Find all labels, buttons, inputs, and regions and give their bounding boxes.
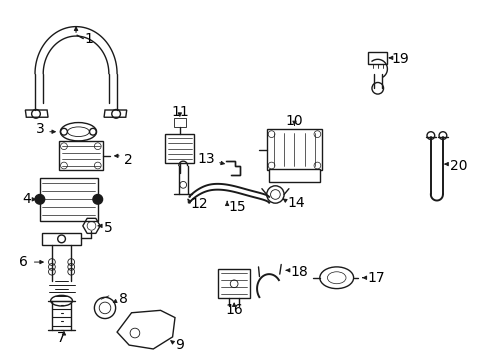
Text: 14: 14 [288, 196, 305, 210]
Ellipse shape [50, 295, 73, 306]
Text: 6: 6 [19, 255, 28, 269]
Bar [174, 118, 186, 127]
Circle shape [93, 194, 102, 204]
Polygon shape [42, 233, 81, 245]
Text: 12: 12 [191, 197, 209, 211]
Text: 10: 10 [286, 114, 303, 128]
Text: 18: 18 [291, 265, 309, 279]
Bar [59, 141, 102, 170]
Ellipse shape [60, 122, 97, 141]
Text: 16: 16 [225, 303, 243, 317]
Text: 13: 13 [197, 152, 215, 166]
Text: 7: 7 [57, 331, 66, 345]
Text: 4: 4 [23, 192, 31, 206]
Text: 2: 2 [124, 153, 133, 167]
Text: 8: 8 [119, 292, 127, 306]
Text: 1: 1 [85, 32, 94, 46]
Bar [368, 52, 388, 64]
Text: 11: 11 [171, 105, 189, 120]
Text: 20: 20 [450, 158, 467, 172]
Ellipse shape [327, 272, 346, 284]
Ellipse shape [68, 127, 89, 136]
Polygon shape [25, 110, 48, 117]
Text: 15: 15 [228, 199, 245, 213]
Text: 19: 19 [392, 52, 409, 66]
Bar [40, 177, 98, 221]
Polygon shape [117, 310, 175, 349]
Bar [267, 129, 322, 170]
Text: 5: 5 [103, 221, 112, 235]
Ellipse shape [320, 267, 354, 289]
Text: 17: 17 [367, 271, 385, 285]
Text: 3: 3 [36, 122, 45, 136]
Circle shape [35, 194, 45, 204]
Text: 9: 9 [175, 338, 184, 352]
Bar [269, 169, 320, 183]
Bar [219, 269, 250, 298]
Bar [165, 134, 195, 163]
Polygon shape [104, 110, 127, 117]
